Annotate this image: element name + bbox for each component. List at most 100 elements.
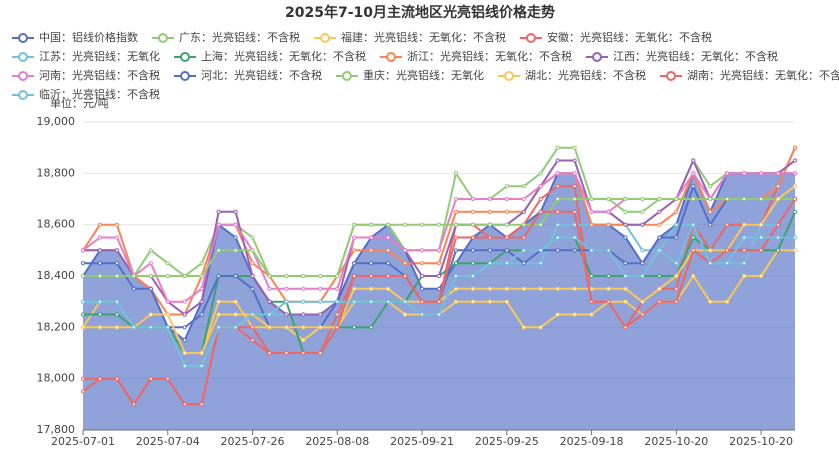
legend-swatch-dot: [180, 52, 190, 62]
point: [131, 286, 136, 291]
point: [521, 286, 526, 291]
point: [352, 299, 357, 304]
legend-label: 浙江：光亮铝线：无氧化：不含税: [407, 49, 572, 63]
point: [386, 235, 391, 240]
point: [538, 261, 543, 266]
point: [623, 299, 628, 304]
point: [572, 248, 577, 253]
point: [216, 299, 221, 304]
point: [470, 273, 476, 279]
legend-label: 江苏：光亮铝线：无氧化: [39, 49, 160, 63]
point: [742, 196, 747, 202]
point: [419, 286, 425, 291]
point: [504, 235, 509, 240]
point: [623, 325, 628, 330]
point: [657, 209, 662, 214]
point: [589, 312, 594, 317]
point: [436, 312, 442, 317]
legend-item: 湖北：光亮铝线：不含税: [498, 68, 646, 82]
point: [284, 350, 289, 356]
point: [352, 222, 357, 227]
legend-item: 重庆：光亮铝线：无氧化: [336, 68, 484, 82]
point: [301, 299, 306, 304]
point: [606, 248, 611, 253]
point: [182, 402, 187, 407]
point: [97, 299, 103, 304]
point: [148, 312, 153, 317]
y-tick-label: 18,000: [37, 372, 76, 385]
point: [555, 184, 560, 189]
point: [640, 248, 645, 253]
point: [250, 273, 255, 279]
point: [436, 299, 442, 304]
point: [521, 196, 526, 202]
point: [402, 273, 408, 279]
point: [657, 222, 662, 227]
point: [402, 299, 408, 304]
point: [487, 222, 492, 227]
point: [555, 196, 560, 202]
point: [318, 350, 323, 356]
point: [216, 325, 221, 330]
point: [233, 248, 238, 253]
point: [708, 222, 713, 227]
point: [318, 273, 323, 279]
x-tick-label: 2025-07-04: [136, 435, 200, 448]
point: [470, 286, 476, 291]
legend-label: 江西：光亮铝线：无氧化：不含税: [613, 49, 778, 63]
point: [623, 209, 628, 214]
x-tick-label: 2025-09-21: [390, 435, 454, 448]
point: [742, 261, 747, 266]
point: [284, 299, 289, 304]
point: [148, 273, 153, 279]
y-tick-label: 18,800: [37, 166, 76, 179]
point: [267, 299, 272, 304]
point: [165, 273, 170, 279]
point: [436, 273, 442, 279]
point: [572, 235, 577, 240]
point: [691, 235, 696, 240]
point: [674, 235, 679, 240]
point: [640, 312, 645, 317]
point: [589, 196, 594, 202]
point: [572, 158, 577, 163]
point: [606, 222, 611, 227]
legend-label: 河北：光亮铝线：不含税: [201, 68, 322, 82]
legend-item: 浙江：光亮铝线：无氧化：不含税: [380, 49, 572, 63]
point: [165, 376, 170, 381]
point: [335, 299, 340, 304]
point: [301, 286, 306, 291]
legend-label: 湖南：光亮铝线：无氧化：不含税: [687, 68, 839, 82]
point: [436, 248, 442, 253]
point: [640, 222, 645, 227]
point: [80, 248, 86, 253]
point: [386, 286, 391, 291]
point: [606, 196, 611, 202]
point: [301, 325, 306, 330]
point: [572, 209, 577, 214]
point: [165, 325, 170, 330]
point: [369, 261, 374, 266]
point: [335, 286, 340, 291]
legend-swatch-dot: [180, 71, 190, 81]
point: [301, 273, 306, 279]
point: [572, 145, 577, 150]
point: [691, 184, 696, 189]
legend-label: 重庆：光亮铝线：无氧化: [363, 68, 484, 82]
point: [640, 209, 645, 214]
point: [369, 299, 374, 304]
y-axis-label: 单位：元/吨: [50, 96, 109, 110]
point: [623, 222, 628, 227]
point: [233, 312, 238, 317]
point: [352, 235, 357, 240]
point: [623, 235, 628, 240]
point: [758, 273, 764, 279]
point: [419, 273, 425, 279]
legend-swatch-dot: [320, 33, 330, 43]
point: [114, 273, 120, 279]
point: [470, 261, 476, 266]
point: [233, 325, 238, 330]
y-tick-label: 18,400: [37, 269, 76, 282]
y-tick-label: 18,200: [37, 320, 76, 333]
